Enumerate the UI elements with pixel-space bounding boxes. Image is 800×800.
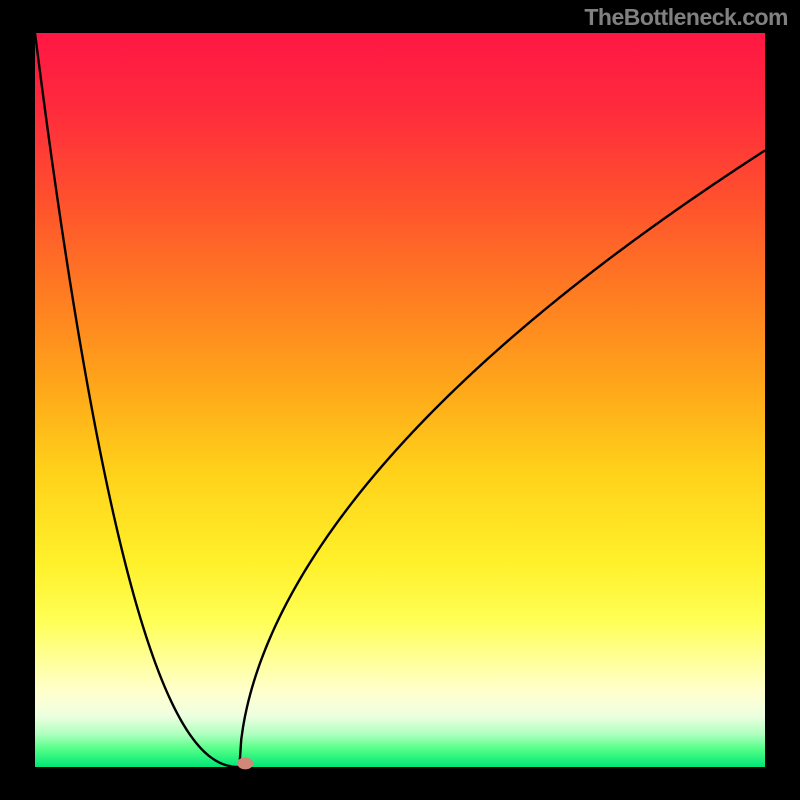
optimal-marker [237, 757, 253, 769]
plot-svg [0, 0, 800, 800]
watermark-text: TheBottleneck.com [584, 4, 788, 31]
chart-container: TheBottleneck.com [0, 0, 800, 800]
plot-background [35, 33, 765, 767]
